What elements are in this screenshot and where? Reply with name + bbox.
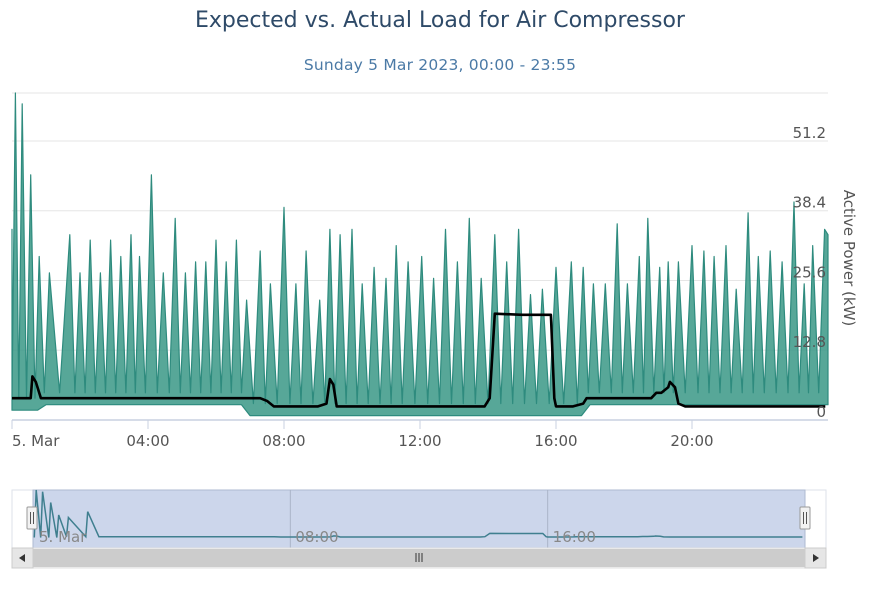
chevron-right-icon (813, 554, 819, 562)
x-tick-label: 5. Mar (12, 432, 60, 450)
navigator-selected-range[interactable] (32, 489, 806, 549)
navigator-labels: 5. Mar 08:00 16:00 (39, 528, 596, 546)
navigator-tick-label: 5. Mar (39, 528, 87, 546)
y-tick-label: 0 (816, 403, 826, 421)
scroll-right-button[interactable] (804, 547, 827, 569)
navigator-series (33, 489, 803, 539)
chart-title: Expected vs. Actual Load for Air Compres… (195, 8, 685, 33)
x-tick-label: 12:00 (398, 432, 441, 450)
navigator[interactable]: 5. Mar 08:00 16:00 (11, 489, 827, 549)
y-axis-label: Active Power (kW) (840, 190, 858, 327)
scrollbar-grip-icon (415, 553, 423, 562)
x-tick-label: 20:00 (670, 432, 713, 450)
y-axis-ticks: 0 12.8 25.6 38.4 51.2 (793, 124, 826, 421)
scroll-left-button[interactable] (11, 547, 34, 569)
navigator-handle-left[interactable] (26, 506, 38, 530)
x-tick-label: 08:00 (262, 432, 305, 450)
y-tick-label: 25.6 (793, 263, 826, 281)
navigator-tick-label: 16:00 (553, 528, 596, 546)
navigator-handle-right[interactable] (799, 506, 811, 530)
y-tick-label: 51.2 (793, 124, 826, 142)
navigator-tick-label: 08:00 (295, 528, 338, 546)
chart-subtitle: Sunday 5 Mar 2023, 00:00 - 23:55 (303, 56, 577, 74)
plot-area (11, 92, 829, 417)
navigator-grid (289, 490, 549, 548)
x-axis-ticks: 5. Mar 04:00 08:00 12:00 16:00 20:00 (11, 420, 714, 450)
expected-load-line (12, 312, 826, 408)
x-tick-label: 04:00 (126, 432, 169, 450)
y-tick-label: 12.8 (793, 333, 826, 351)
x-tick-label: 16:00 (534, 432, 577, 450)
actual-load-area (11, 92, 829, 417)
chevron-left-icon (19, 554, 25, 562)
scrollbar[interactable] (11, 547, 827, 569)
y-tick-label: 38.4 (793, 194, 826, 212)
